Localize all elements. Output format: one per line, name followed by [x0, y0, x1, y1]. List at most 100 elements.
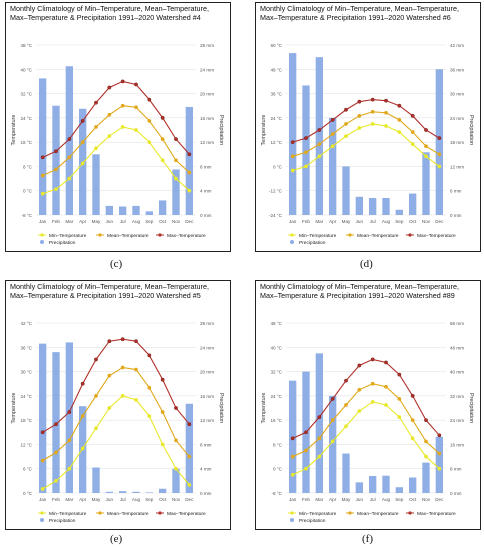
precip-bar [145, 211, 153, 215]
y2-tick-label: 24 mm [200, 345, 214, 350]
data-point [330, 117, 335, 122]
data-point [160, 442, 165, 447]
precip-bar [315, 57, 323, 216]
data-point [54, 149, 58, 154]
y-tick-label: 32 °C [270, 370, 282, 375]
data-point [94, 125, 98, 129]
series-line [42, 395, 190, 490]
data-point [410, 113, 415, 118]
y2-tick-label: 12 mm [200, 140, 214, 145]
x-tick-label: Jul [370, 497, 376, 502]
legend-marker [40, 511, 44, 515]
x-tick-label: Aug [382, 497, 391, 502]
data-point [410, 142, 415, 147]
y-tick-label: 32 °C [20, 92, 32, 97]
data-point [107, 134, 112, 138]
data-point [187, 483, 192, 487]
data-point [424, 128, 428, 132]
precip-bar [422, 462, 430, 493]
precip-bar [435, 69, 443, 216]
precip-bar [159, 200, 167, 215]
y2-tick-label: 16 mm [200, 116, 214, 121]
legend-label: Mean–Temperature [357, 511, 399, 517]
legend-marker [158, 511, 162, 515]
data-point [357, 409, 362, 413]
data-point [437, 136, 442, 140]
data-point [174, 438, 178, 443]
y-tick-label: 40 °C [20, 67, 32, 72]
legend-marker [40, 233, 44, 237]
data-point [424, 454, 428, 459]
data-point [424, 418, 428, 423]
data-point [384, 384, 388, 389]
legend-marker [348, 511, 352, 515]
legend-label: Max–Temperature [167, 233, 206, 239]
legend-label: Max–Temperature [167, 511, 206, 517]
data-point [187, 422, 192, 427]
panel-caption: (f) [362, 533, 373, 545]
data-point [317, 454, 322, 459]
precip-bar [172, 169, 180, 215]
series-line [42, 105, 190, 177]
x-tick-label: Feb [52, 219, 60, 224]
precip-bar [342, 453, 350, 493]
y-tick-label: -8 °C [271, 491, 282, 496]
data-point [40, 155, 45, 160]
precip-bar [342, 166, 350, 215]
x-tick-label: Dec [435, 497, 444, 502]
data-point [40, 458, 45, 463]
data-point [160, 377, 165, 382]
data-point [147, 385, 152, 390]
data-point [397, 396, 402, 401]
data-point [174, 406, 178, 410]
y2-axis-label: Precipitation [468, 393, 474, 423]
data-point [304, 448, 308, 453]
x-tick-label: Feb [302, 219, 310, 224]
data-point [107, 85, 112, 90]
x-tick-label: Jan [289, 497, 297, 502]
y2-tick-label: 42 mm [450, 43, 464, 48]
y-tick-label: 0 °C [23, 189, 33, 194]
series-line [42, 80, 190, 158]
precip-bar [132, 205, 140, 215]
data-point [384, 403, 388, 407]
precip-bar [409, 477, 417, 493]
y2-tick-label: 24 mm [450, 116, 464, 121]
data-point [344, 134, 348, 138]
y2-tick-label: 0 mm [200, 213, 212, 218]
climatology-chart: 60 °C 42 mm 48 °C 36 mm 36 °C 30 mm 24 °C 24 mm… [261, 43, 474, 246]
precip-bar [132, 491, 140, 493]
y-axis-label: Temperature [261, 115, 267, 146]
data-point [94, 357, 98, 362]
x-tick-label: Jun [356, 497, 364, 502]
series-line [42, 338, 190, 433]
data-point [80, 118, 85, 123]
data-point [330, 132, 335, 136]
data-point [80, 161, 85, 166]
legend-marker [158, 233, 162, 237]
legend-label: Min–Temperature [299, 233, 337, 239]
data-point [40, 173, 45, 178]
precip-bar [92, 154, 100, 215]
x-tick-label: May [92, 219, 101, 224]
data-point [54, 167, 58, 172]
legend-label: Precipitation [49, 240, 76, 246]
data-point [54, 450, 58, 455]
data-point [437, 466, 442, 471]
data-point [94, 426, 98, 431]
legend-marker [98, 511, 102, 515]
legend-marker [290, 233, 294, 237]
y2-tick-label: 24 mm [200, 67, 214, 72]
data-point [147, 118, 152, 123]
y2-tick-label: 12 mm [200, 418, 214, 423]
legend-label: Mean–Temperature [357, 233, 399, 239]
chart-title: Monthly Climatology of Min–Temperature, … [260, 4, 461, 22]
data-point [370, 400, 375, 404]
y-axis-label: Temperature [261, 393, 267, 424]
data-point [40, 191, 45, 196]
y2-tick-label: 8 mm [450, 467, 462, 472]
y-tick-label: 24 °C [20, 116, 32, 121]
data-point [437, 433, 442, 438]
data-point [344, 378, 348, 383]
data-point [424, 154, 428, 159]
